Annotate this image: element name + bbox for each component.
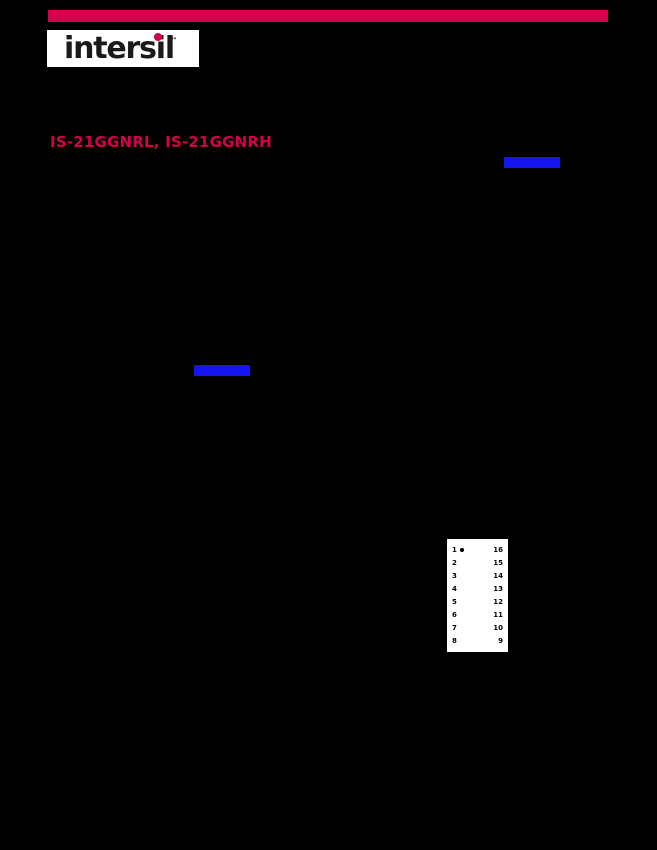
pin-left: 6: [452, 612, 457, 619]
pin-left: 1: [452, 545, 464, 554]
pin-number: 3: [452, 571, 457, 580]
pinout-row: 5 12: [452, 597, 503, 609]
page-title: IS-21GGNRL, IS-21GGNRH: [50, 133, 272, 151]
pin-right: 11: [493, 611, 503, 620]
application-note-link[interactable]: [194, 365, 250, 376]
pin-right: 9: [498, 637, 503, 646]
pinout-row: 1 16: [452, 544, 503, 556]
pinout-row: 8 9: [452, 636, 503, 648]
intersil-wordmark: intersil ™: [64, 32, 182, 64]
intersil-logo-dot: [153, 32, 162, 41]
pin-number: 5: [452, 598, 457, 607]
pinout-row: 6 11: [452, 610, 503, 622]
pin-left: 2: [452, 558, 457, 567]
pinout-row: 3 14: [452, 570, 503, 582]
pin-number: 4: [452, 584, 457, 593]
pin-right: 16: [493, 545, 503, 554]
pin1-marker-icon: [459, 548, 464, 552]
datasheet-link[interactable]: [504, 157, 560, 168]
pinout-row: 4 13: [452, 583, 503, 595]
pin-left: 3: [452, 571, 457, 580]
pinout-row: 7 10: [452, 623, 503, 635]
pinout-row: 2 15: [452, 557, 503, 569]
pin-left: 7: [452, 625, 457, 632]
pin-right: 14: [493, 571, 503, 580]
pin-right: 12: [493, 598, 503, 607]
pin-number: 7: [452, 624, 457, 633]
pin-left: 5: [452, 599, 457, 606]
header-rule: [48, 10, 608, 22]
pin-number: 6: [452, 611, 457, 620]
pin-number: 2: [452, 558, 457, 567]
pin-right: 13: [493, 584, 503, 593]
pin-right: 15: [493, 558, 503, 567]
trademark-icon: ™: [171, 36, 177, 44]
pinout-diagram: 1 16 2 15 3 14 4 13: [446, 538, 509, 653]
pin-left: 8: [452, 638, 457, 645]
pin-number: 8: [452, 637, 457, 646]
pin-right: 10: [493, 624, 503, 633]
intersil-logo: intersil ™: [47, 30, 199, 67]
pin-number: 1: [452, 545, 457, 554]
pinout-rows: 1 16 2 15 3 14 4 13: [452, 544, 503, 648]
pin-left: 4: [452, 584, 457, 593]
